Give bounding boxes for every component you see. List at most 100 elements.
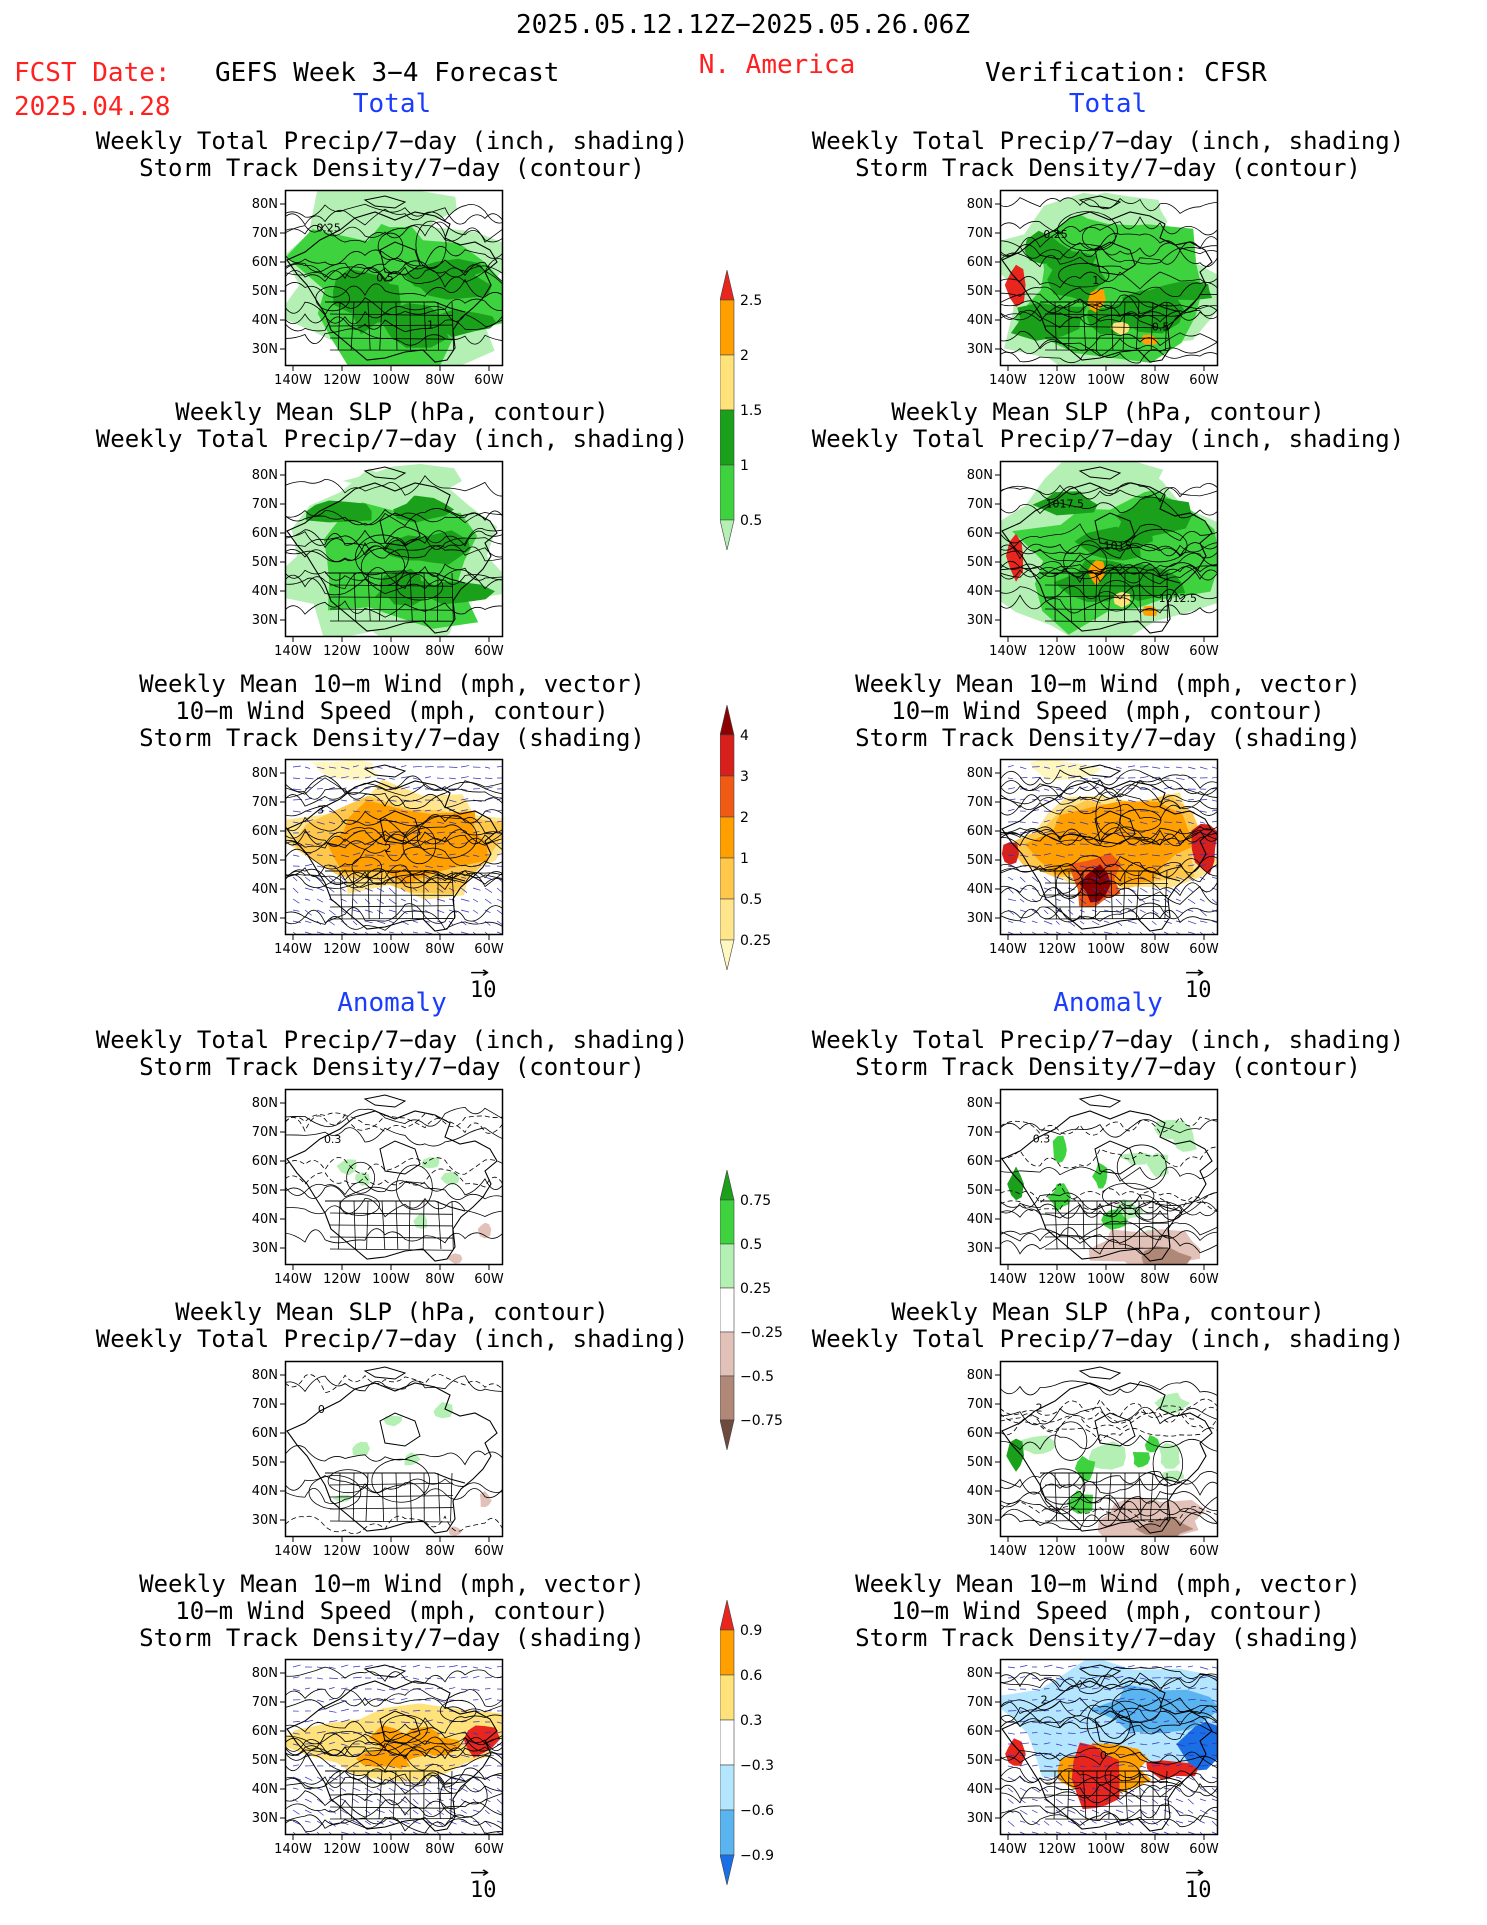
fcst-anom-precip-map: 0.3 80N 70N 60N 50N 40N 30N 140W 120W 100W 80W 60W bbox=[252, 1088, 504, 1287]
lon-tick-label: 100W bbox=[372, 1842, 410, 1857]
fcst-total-wind-title: Weekly Mean 10−m Wind (mph, vector) 10−m … bbox=[139, 671, 645, 752]
lon-tick-label: 100W bbox=[1087, 942, 1125, 957]
colorbar-swatch bbox=[719, 1674, 735, 1721]
lat-tick-label: 60N bbox=[252, 1724, 278, 1739]
lon-tick-label: 120W bbox=[1038, 644, 1076, 659]
lat-tick-label: 60N bbox=[252, 255, 278, 270]
lon-tick-label: 100W bbox=[372, 1544, 410, 1559]
contour-label: 2 bbox=[1036, 1401, 1043, 1414]
lon-tick-label: 120W bbox=[1038, 373, 1076, 388]
lat-tick-label: 70N bbox=[967, 1125, 993, 1140]
fcst-date-value: 2025.04.28 bbox=[14, 92, 171, 122]
colorbar-swatch bbox=[719, 409, 735, 466]
lat-tick-label: 70N bbox=[967, 226, 993, 241]
vector-reference: → 10 bbox=[470, 961, 497, 1003]
colorbar-swatch bbox=[719, 1419, 735, 1451]
colorbar-level-label: 1 bbox=[740, 851, 749, 867]
region-label: N. America bbox=[698, 50, 856, 80]
fcst-total-wind-map: 3 2 80N 70N 60N 50N 40N 30N 140W 120W 100W 80W 60W bbox=[252, 758, 504, 957]
lat-tick-label: 60N bbox=[967, 824, 993, 839]
lat-tick-label: 30N bbox=[252, 1811, 278, 1826]
lat-tick-label: 70N bbox=[967, 1397, 993, 1412]
panel-title-line: Weekly Total Precip/7−day (inch, shading… bbox=[811, 425, 1405, 453]
lon-tick-label: 60W bbox=[1189, 644, 1219, 659]
lat-tick-label: 80N bbox=[967, 766, 993, 781]
fcst-total-precip-map-svg: 0.25 0.5 1 80N 70N 60N 50N 40N 30N 140W 120W 100W 80… bbox=[252, 189, 504, 388]
lon-tick-label: 140W bbox=[989, 1544, 1027, 1559]
lon-tick-label: 120W bbox=[323, 1842, 361, 1857]
lat-tick-label: 40N bbox=[252, 1782, 278, 1797]
colorbar-swatch bbox=[719, 857, 735, 900]
lon-tick-label: 80W bbox=[425, 1842, 455, 1857]
verif-anom-precip-map: 0.3 80N 70N 60N 50N 40N 30N 140W 120W 100W 80W 60W bbox=[967, 1088, 1219, 1287]
lat-tick-label: 80N bbox=[252, 766, 278, 781]
contour-label: 1 bbox=[1092, 274, 1099, 287]
lat-tick-label: 50N bbox=[967, 1183, 993, 1198]
colorbar-level-label: 2.5 bbox=[740, 293, 762, 309]
panel-title-line: Storm Track Density/7−day (shading) bbox=[855, 1624, 1361, 1652]
colorbar-swatch bbox=[719, 1243, 735, 1289]
lat-tick-label: 70N bbox=[252, 497, 278, 512]
verif-anom-slp-map-svg: 2 80N 70N 60N 50N 40N 30N 140W 120W 100W 80W 60W bbox=[967, 1360, 1219, 1559]
forecast-title: GEFS Week 3−4 Forecast bbox=[215, 58, 560, 88]
lon-tick-label: 80W bbox=[1140, 942, 1170, 957]
panel-title-line: Weekly Total Precip/7−day (inch, shading… bbox=[95, 1026, 689, 1054]
lon-tick-label: 80W bbox=[425, 1544, 455, 1559]
colorbar-level-label: 0.25 bbox=[740, 1281, 771, 1297]
panel-title-line: Weekly Mean SLP (hPa, contour) bbox=[175, 398, 609, 426]
lat-tick-label: 30N bbox=[967, 1513, 993, 1528]
colorbar-level-label: 1 bbox=[740, 458, 749, 474]
lon-tick-label: 120W bbox=[323, 942, 361, 957]
lat-tick-label: 80N bbox=[252, 468, 278, 483]
panel-title-line: Weekly Total Precip/7−day (inch, shading… bbox=[95, 425, 689, 453]
colorbar-swatch bbox=[719, 1169, 735, 1201]
lon-tick-label: 80W bbox=[425, 644, 455, 659]
fcst-total-slp-title: Weekly Mean SLP (hPa, contour) Weekly Tot… bbox=[96, 399, 688, 453]
colorbar-level-label: 0.3 bbox=[740, 1713, 762, 1729]
lat-tick-label: 40N bbox=[252, 882, 278, 897]
lon-tick-label: 140W bbox=[274, 1842, 312, 1857]
vector-reference: → 10 bbox=[1185, 1861, 1212, 1903]
colorbar-level-label: 1.5 bbox=[740, 403, 762, 419]
colorbar-swatch bbox=[719, 1331, 735, 1377]
lon-tick-label: 60W bbox=[1189, 373, 1219, 388]
lon-tick-label: 140W bbox=[989, 1272, 1027, 1287]
lat-tick-label: 50N bbox=[252, 1455, 278, 1470]
lat-tick-label: 60N bbox=[967, 255, 993, 270]
lon-tick-label: 120W bbox=[323, 373, 361, 388]
colorbar-level-label: −0.6 bbox=[740, 1803, 774, 1819]
lat-tick-label: 80N bbox=[252, 1096, 278, 1111]
panel-title-line: 10−m Wind Speed (mph, contour) bbox=[891, 697, 1325, 725]
contour-label: 1015 bbox=[1104, 540, 1132, 553]
panel-title-line: Weekly Total Precip/7−day (inch, shading… bbox=[811, 1026, 1405, 1054]
colorbar-storm_total: 4 3 2 1 0.5 0.25 bbox=[719, 704, 810, 974]
lat-tick-label: 80N bbox=[252, 197, 278, 212]
lon-tick-label: 120W bbox=[323, 1272, 361, 1287]
colorbar-swatch bbox=[719, 816, 735, 859]
lon-tick-label: 100W bbox=[1087, 373, 1125, 388]
verif-anom-slp-map: 2 80N 70N 60N 50N 40N 30N 140W 120W 100W 80W 60W bbox=[967, 1360, 1219, 1559]
lat-tick-label: 70N bbox=[252, 1397, 278, 1412]
colorbar-storm_anom: 0.9 0.6 0.3 −0.3 −0.6 −0.9 bbox=[719, 1599, 810, 1889]
lat-tick-label: 40N bbox=[967, 313, 993, 328]
panel-title-line: Weekly Total Precip/7−day (inch, shading… bbox=[811, 1325, 1405, 1353]
lat-tick-label: 50N bbox=[252, 1183, 278, 1198]
lon-tick-label: 120W bbox=[1038, 942, 1076, 957]
colorbar-swatch bbox=[719, 519, 735, 551]
lon-tick-label: 140W bbox=[274, 1544, 312, 1559]
colorbar-precip_anom: 0.75 0.5 0.25 −0.25 −0.5 −0.75 bbox=[719, 1169, 810, 1454]
panel-title-line: Weekly Total Precip/7−day (inch, shading… bbox=[95, 1325, 689, 1353]
lat-tick-label: 80N bbox=[967, 197, 993, 212]
lat-tick-label: 40N bbox=[967, 1212, 993, 1227]
panel-title-line: Storm Track Density/7−day (contour) bbox=[139, 1053, 645, 1081]
contour-label: 2 bbox=[385, 842, 392, 855]
colorbar-level-label: −0.3 bbox=[740, 1758, 774, 1774]
colorbar-level-label: 3 bbox=[740, 769, 749, 785]
vector-reference-value: 10 bbox=[1185, 978, 1212, 1003]
lon-tick-label: 120W bbox=[323, 1544, 361, 1559]
lon-tick-label: 60W bbox=[474, 644, 504, 659]
panel-title-line: Weekly Mean SLP (hPa, contour) bbox=[175, 1298, 609, 1326]
contour-label: 1012.5 bbox=[1159, 592, 1198, 605]
colorbar-swatch bbox=[719, 1629, 735, 1676]
fcst-anom-precip-map-svg: 0.3 80N 70N 60N 50N 40N 30N 140W 120W 100W 80W 60W bbox=[252, 1088, 504, 1287]
